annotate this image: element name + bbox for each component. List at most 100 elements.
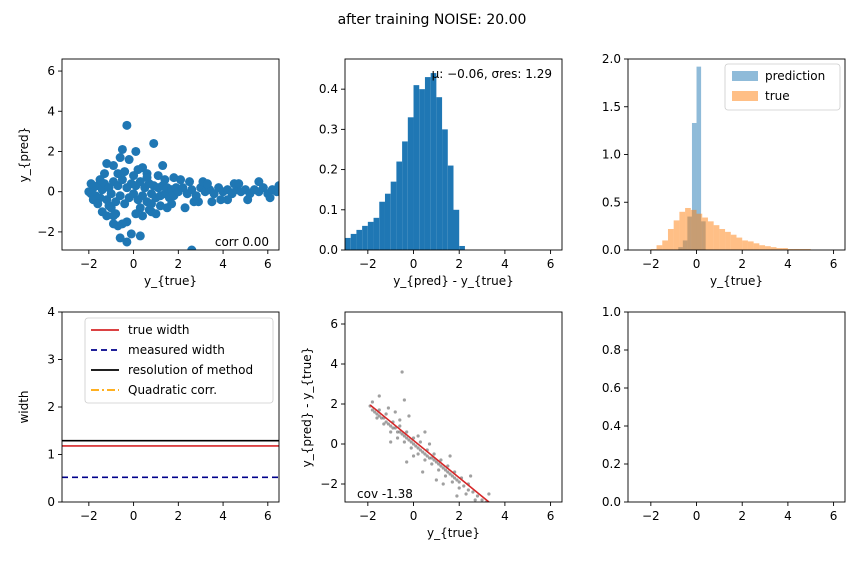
x-tick-label: 0 [130,257,138,271]
plot-area [345,73,465,250]
residual-stats-annotation: μ: −0.06, σres: 1.29 [432,67,552,81]
x-tick-label: 6 [830,257,838,271]
data-point [475,494,480,498]
corr-annotation: corr 0.00 [215,235,269,249]
y-tick-label: 2 [47,400,55,414]
data-point [439,458,443,462]
data-point [138,211,148,221]
data-point [471,490,475,494]
data-point [243,195,253,205]
data-point [416,434,420,438]
histogram-bar-true [696,213,703,250]
data-point [407,438,411,442]
data-point [254,177,264,187]
data-point [446,470,450,474]
x-tick-label: −2 [359,257,377,271]
histogram-bar [373,217,380,250]
histogram-bar-true [759,245,766,250]
histogram-bar-true [787,249,794,250]
y-tick-label: 4 [330,357,338,371]
histogram-bar-true [805,249,811,250]
data-point [416,452,420,456]
histogram-bar-true [673,220,680,250]
data-point [432,452,436,456]
x-axis-label: y_{true} [427,526,480,540]
y-tick-label: 6 [47,64,55,78]
data-point [265,193,275,203]
plot-area [84,120,279,250]
x-tick-label: 2 [455,509,463,523]
data-point [466,488,470,492]
histogram-bar-prediction [696,66,702,250]
data-point [457,480,461,484]
y-tick-label: 2 [47,144,55,158]
legend: prediction true [724,63,841,111]
data-point [434,478,438,482]
data-point [423,458,427,462]
x-tick-label: 6 [547,509,555,523]
histogram-bar [350,233,357,250]
histogram-bar [430,73,437,250]
x-tick-label: 0 [130,509,138,523]
y-tick-label: 4 [47,104,55,118]
data-point [115,233,125,243]
x-tick-label: 4 [219,509,227,523]
data-point [405,436,409,440]
data-point [151,209,161,219]
data-point [379,416,384,420]
x-tick-label: −2 [642,257,660,271]
legend-swatch [732,91,758,101]
histogram-bar [362,225,368,250]
data-point [124,155,134,165]
data-point [405,460,409,464]
y-tick-label: 0.4 [319,82,338,96]
x-tick-label: −2 [80,257,98,271]
y-tick-label: 0 [330,437,338,451]
histogram-bar-true [725,231,731,250]
data-point [117,144,127,154]
data-point [409,446,413,450]
data-point [93,199,103,209]
data-point [427,456,432,460]
data-point [487,492,491,496]
data-point [425,454,429,458]
data-point [126,229,136,239]
histogram-bar-true [747,241,754,250]
y-axis-label: y_{pred} - y_{true} [300,347,314,468]
data-point [400,432,404,436]
x-tick-label: 0 [693,257,701,271]
x-tick-label: 4 [501,257,509,271]
data-point [414,444,418,448]
axes-frame [344,58,563,251]
legend-label: Quadratic corr. [128,383,217,397]
legend-swatch [732,71,758,81]
y-tick-label: 2 [330,397,338,411]
data-point [480,498,484,502]
histogram-bar [453,209,460,250]
data-point [180,203,190,213]
data-point [450,480,454,484]
data-point [86,179,96,189]
data-point [158,161,168,171]
x-tick-label: 0 [693,509,701,523]
data-point [384,420,388,424]
data-point [411,442,416,446]
data-point [421,470,425,474]
data-point [400,370,404,374]
data-point [411,454,416,458]
data-point [102,159,112,169]
legend: true width measured width resolution of me… [84,317,274,404]
data-point [167,199,177,209]
histogram-bar [459,245,465,250]
data-point [430,456,434,460]
histogram-bar-true [799,249,806,250]
data-point [108,211,118,221]
data-point [207,197,217,207]
histogram-bar [379,201,385,250]
histogram-bar [356,229,363,250]
x-tick-label: 2 [175,509,183,523]
x-tick-label: −2 [359,509,377,523]
histogram-bar-true [702,217,708,250]
y-tick-label: 0.4 [602,419,621,433]
histogram-bar-true [667,228,674,250]
